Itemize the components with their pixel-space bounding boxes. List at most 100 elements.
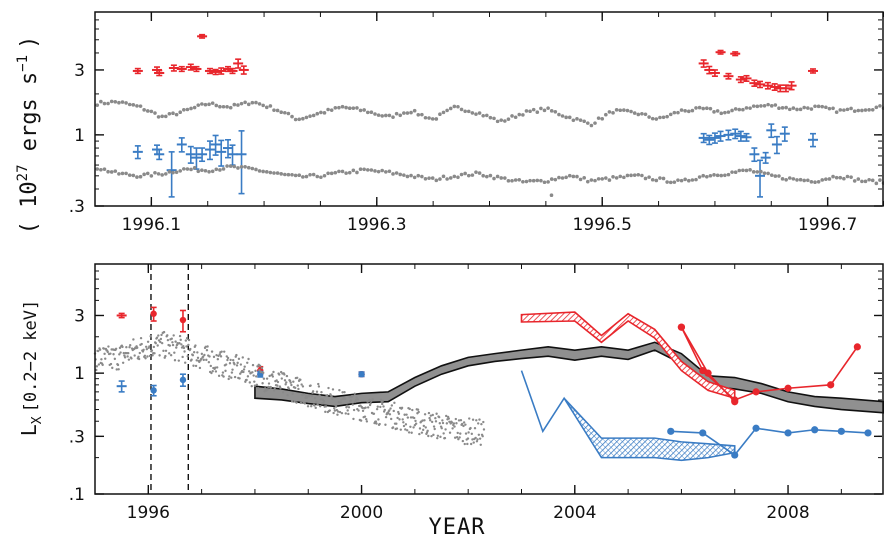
gray-flux-point [429, 419, 432, 422]
gray-flux-point [104, 357, 107, 360]
gray-flux-point [467, 431, 470, 434]
gray-flux-point [185, 336, 189, 340]
gray-flux-point [441, 421, 445, 425]
gray-envelope-point [567, 115, 572, 120]
blue-errorbar-point [236, 130, 247, 195]
gray-flux-point [423, 413, 427, 416]
gray-flux-point [251, 363, 255, 367]
blue-series-point [864, 429, 872, 437]
gray-envelope-point [120, 100, 125, 104]
gray-flux-point [364, 406, 367, 409]
gray-envelope-point [268, 170, 273, 175]
gray-flux-point [196, 351, 199, 354]
gray-envelope-point [560, 114, 565, 118]
gray-flux-point [474, 436, 477, 440]
gray-flux-point [410, 431, 413, 434]
gray-envelope-point [178, 110, 183, 115]
blue-series-line [670, 427, 869, 457]
gray-envelope-point [481, 173, 485, 178]
gray-flux-point [462, 421, 466, 424]
red-errorbar-point [204, 67, 215, 75]
gray-envelope-point [517, 112, 522, 117]
gray-flux-point [466, 442, 469, 446]
gray-envelope-point [391, 115, 395, 119]
blue-errorbar-point [154, 148, 165, 161]
gray-envelope-point [297, 173, 302, 178]
gray-flux-point [146, 355, 149, 358]
gray-envelope-point [614, 176, 619, 180]
gray-flux-point [164, 349, 168, 352]
gray-flux-point [379, 398, 383, 401]
gray-flux-point [351, 403, 355, 406]
gray-envelope-point [308, 172, 312, 177]
gray-envelope-point [286, 172, 291, 177]
gray-flux-point [378, 422, 381, 426]
gray-envelope-point [369, 168, 374, 172]
blue-errorbar-point [704, 134, 715, 146]
gray-flux-point [222, 375, 225, 378]
gray-flux-point [434, 420, 438, 423]
gray-flux-point [295, 376, 299, 380]
gray-envelope-point [402, 173, 406, 177]
gray-flux-point [268, 374, 271, 378]
gray-envelope-point [650, 116, 655, 121]
gray-flux-point [455, 436, 459, 439]
gray-flux-point [205, 358, 208, 362]
gray-envelope-point [495, 174, 500, 179]
gray-flux-point [353, 392, 356, 395]
y-axis-label-lx-band: LX [0.2−2 keV] [17, 300, 45, 436]
gray-flux-point [204, 345, 207, 349]
gray-envelope-point [365, 168, 370, 172]
red-errorbar-point [238, 65, 249, 75]
gray-flux-point [475, 440, 479, 443]
gray-flux-point [404, 423, 408, 426]
gray-envelope-point [315, 174, 320, 179]
gray-envelope-point [376, 169, 381, 174]
gray-flux-point [445, 414, 448, 418]
gray-flux-point [271, 375, 275, 378]
gray-flux-point [160, 333, 163, 337]
gray-envelope-point [250, 166, 255, 171]
gray-flux-point [138, 351, 141, 355]
gray-flux-point [258, 364, 262, 368]
gray-envelope-point [831, 174, 835, 179]
gray-envelope-point [549, 177, 554, 181]
gray-envelope-point [560, 176, 565, 180]
gray-flux-point [142, 348, 145, 352]
gray-envelope-point [218, 104, 222, 109]
red-errorbar-point [233, 58, 244, 69]
gray-envelope-point [506, 117, 511, 121]
gray-flux-point [384, 415, 388, 419]
gray-envelope-point [759, 104, 763, 108]
gray-flux-point [413, 416, 416, 420]
gray-envelope-point [409, 173, 413, 178]
gray-flux-point [337, 401, 340, 404]
gray-envelope-point [784, 177, 788, 182]
gray-envelope-point [167, 170, 172, 174]
gray-point [549, 193, 554, 198]
gray-envelope-point [420, 174, 424, 179]
gray-flux-point [391, 426, 395, 429]
gray-flux-point [183, 350, 186, 353]
gray-envelope-point [196, 103, 201, 107]
gray-flux-point [235, 364, 239, 367]
blue-errorbar-point [197, 147, 208, 163]
gray-envelope-point [283, 172, 287, 177]
gray-flux-point [201, 355, 205, 358]
gray-flux-point [121, 345, 124, 349]
blue-errorbar-point [735, 130, 746, 142]
gray-envelope-point [719, 173, 724, 178]
gray-flux-point [363, 415, 367, 418]
gray-envelope-point [329, 108, 334, 112]
gray-flux-point [230, 371, 234, 374]
gray-flux-point [296, 384, 299, 387]
red-errorbar-point [807, 68, 818, 74]
gray-envelope-point [712, 110, 716, 114]
gray-envelope-point [290, 114, 294, 119]
gray-envelope-point [585, 121, 590, 125]
gray-flux-point [290, 383, 293, 387]
gray-flux-point [215, 353, 218, 357]
blue-errorbar-point [709, 132, 720, 144]
gray-flux-point [361, 406, 364, 410]
gray-envelope-point [679, 178, 684, 183]
